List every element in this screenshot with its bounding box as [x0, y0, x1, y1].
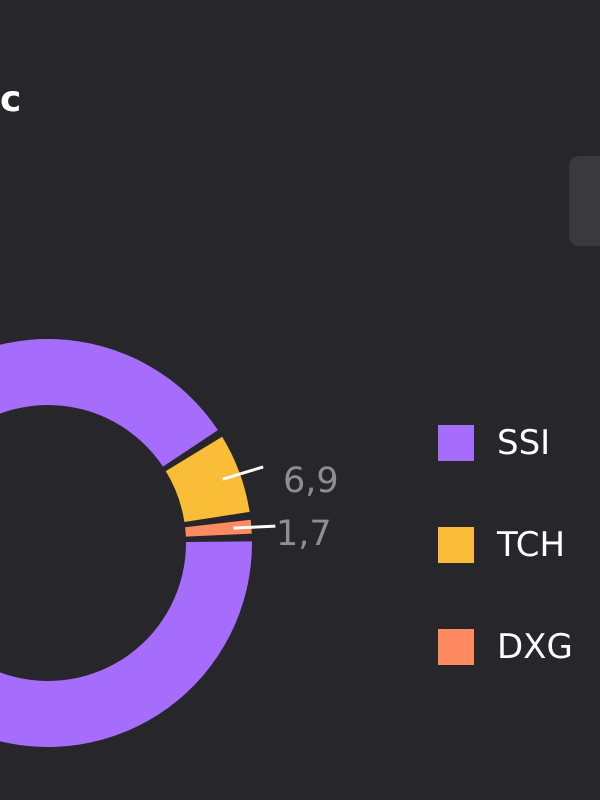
slice-tch[interactable] [165, 436, 250, 522]
legend-item-tch[interactable]: TCH [438, 523, 598, 565]
side-panel-handle[interactable] [569, 156, 600, 246]
leader-line-dxg [233, 524, 276, 530]
legend-label-dxg: DXG [497, 627, 573, 667]
legend-item-ssi[interactable]: SSI [438, 421, 598, 463]
leader-line-tch [222, 465, 264, 481]
slice-dxg[interactable] [185, 519, 252, 537]
slice-ssi[interactable] [0, 339, 252, 747]
legend-swatch-ssi [438, 425, 474, 461]
legend-label-tch: TCH [497, 525, 566, 565]
legend-item-dxg[interactable]: DXG [438, 625, 598, 667]
legend-label-ssi: SSI [497, 423, 551, 463]
data-label-tch: 6,9 [283, 461, 339, 501]
data-label-dxg: 1,7 [276, 514, 332, 554]
page-title: c [0, 79, 22, 120]
legend-swatch-tch [438, 527, 474, 563]
legend-swatch-dxg [438, 629, 474, 665]
